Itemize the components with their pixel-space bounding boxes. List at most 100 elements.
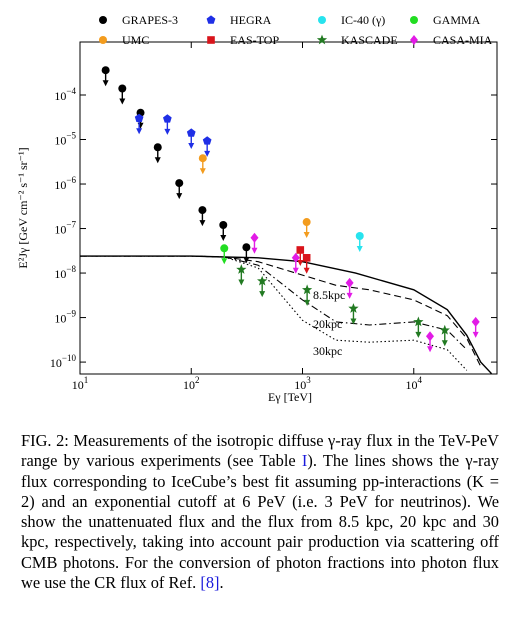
- legend-marker: [410, 16, 418, 24]
- marker: [101, 66, 110, 75]
- upper-limit-arrowhead: [204, 150, 211, 157]
- figure: Eγ [TeV] E²Jγ [GeV cm⁻² s⁻¹ sr⁻¹] 101 102…: [16, 13, 498, 404]
- upper-limit-arrowhead: [188, 143, 195, 150]
- marker: [236, 264, 247, 274]
- y-tick-label: 10−9: [54, 309, 76, 326]
- y-tick-label: 10−7: [54, 220, 76, 237]
- plot-frame: [79, 41, 498, 375]
- marker: [355, 231, 364, 240]
- legend-label: KASCADE: [341, 33, 398, 47]
- y-tick-label: 10−10: [50, 353, 77, 370]
- marker: [198, 154, 207, 163]
- upper-limit-arrowhead: [304, 299, 311, 306]
- upper-limit-arrowhead: [199, 168, 206, 175]
- y-tick-label: 10−5: [54, 131, 76, 148]
- legend-label: EAS-TOP: [230, 33, 279, 47]
- marker: [348, 303, 359, 313]
- legend-marker: [99, 36, 107, 44]
- upper-limit-arrowhead: [102, 80, 109, 87]
- marker: [202, 136, 212, 145]
- y-axis-label: E²Jγ [GeV cm⁻² s⁻¹ sr⁻¹]: [16, 147, 30, 268]
- curve-label: 20kpc: [313, 317, 342, 331]
- caption-text: .: [219, 573, 224, 593]
- marker: [242, 243, 251, 252]
- upper-limit-arrowhead: [136, 128, 143, 135]
- upper-limit-arrowhead: [199, 220, 206, 227]
- upper-limit-arrowhead: [356, 245, 363, 252]
- upper-limit-arrowhead: [259, 291, 266, 298]
- upper-limit-arrowhead: [164, 128, 171, 135]
- legend-marker: [316, 34, 328, 45]
- y-tick-label: 10−8: [54, 264, 76, 281]
- upper-limit-arrowhead: [441, 340, 448, 347]
- curve-label: 8.5kpc: [313, 288, 345, 302]
- figure-caption: FIG. 2: Measurements of the isotropic di…: [21, 431, 499, 593]
- legend-label: HEGRA: [230, 13, 272, 27]
- upper-limit-arrowhead: [251, 247, 258, 254]
- marker: [439, 324, 450, 335]
- upper-limit-arrowhead: [154, 157, 161, 164]
- flux-curve: [80, 255, 482, 367]
- marker: [471, 316, 480, 327]
- legend-marker: [99, 16, 107, 24]
- upper-limit-arrowhead: [221, 258, 228, 265]
- legend-marker: [207, 36, 215, 44]
- legend-marker: [206, 15, 216, 24]
- marker: [345, 277, 354, 288]
- legend-label: CASA-MIA: [433, 33, 493, 47]
- marker: [302, 218, 311, 227]
- x-tick-label: 104: [406, 375, 423, 392]
- x-tick-label: 103: [294, 375, 311, 392]
- upper-limit-arrowhead: [119, 98, 126, 105]
- marker: [186, 128, 196, 137]
- x-tick-label: 101: [72, 375, 89, 392]
- upper-limit-arrowhead: [346, 292, 353, 299]
- y-tick-label: 10−6: [54, 175, 76, 192]
- marker: [118, 84, 127, 93]
- caption-text: ). The lines shows the γ-ray flux corres…: [21, 451, 499, 593]
- x-tick-label: 102: [183, 375, 200, 392]
- x-axis-label: Eγ [TeV]: [268, 390, 312, 404]
- marker: [257, 275, 268, 286]
- marker: [198, 206, 207, 215]
- upper-limit-arrowhead: [415, 331, 422, 338]
- marker: [134, 113, 144, 122]
- y-tick-label: 10−4: [54, 86, 76, 103]
- legend-label: IC-40 (γ): [341, 13, 385, 27]
- upper-limit-arrowhead: [427, 346, 434, 353]
- curves: [80, 255, 493, 374]
- legend-marker: [318, 16, 326, 24]
- upper-limit-arrowhead: [472, 331, 479, 338]
- legend-label: GAMMA: [433, 13, 481, 27]
- marker: [413, 316, 424, 327]
- upper-limit-arrowhead: [292, 267, 299, 274]
- caption-text: FIG. 2: Measurements of the isotropic di…: [21, 431, 499, 471]
- marker: [153, 143, 162, 152]
- marker: [220, 244, 229, 253]
- flux-curve: [80, 255, 468, 371]
- upper-limit-arrowhead: [243, 257, 250, 264]
- upper-limit-arrowhead: [220, 235, 227, 242]
- upper-limit-arrowhead: [297, 259, 304, 266]
- flux-curve: [80, 255, 493, 374]
- marker: [296, 246, 305, 254]
- marker: [175, 179, 184, 188]
- upper-limit-arrowhead: [176, 193, 183, 200]
- upper-limit-arrowhead: [350, 318, 357, 325]
- marker: [426, 331, 434, 342]
- marker: [250, 232, 259, 243]
- flux-curve: [80, 255, 468, 351]
- marker: [302, 284, 313, 295]
- table-reference[interactable]: I: [301, 451, 308, 471]
- citation[interactable]: [8]: [200, 573, 220, 593]
- marker: [163, 114, 172, 123]
- curve-label: 30kpc: [313, 344, 342, 358]
- legend-marker: [410, 35, 418, 45]
- legend-label: GRAPES-3: [122, 13, 178, 27]
- upper-limit-arrowhead: [238, 279, 245, 286]
- upper-limit-arrowhead: [303, 232, 310, 239]
- marker: [291, 252, 300, 263]
- marker: [219, 221, 228, 230]
- legend-label: UMC: [122, 33, 149, 47]
